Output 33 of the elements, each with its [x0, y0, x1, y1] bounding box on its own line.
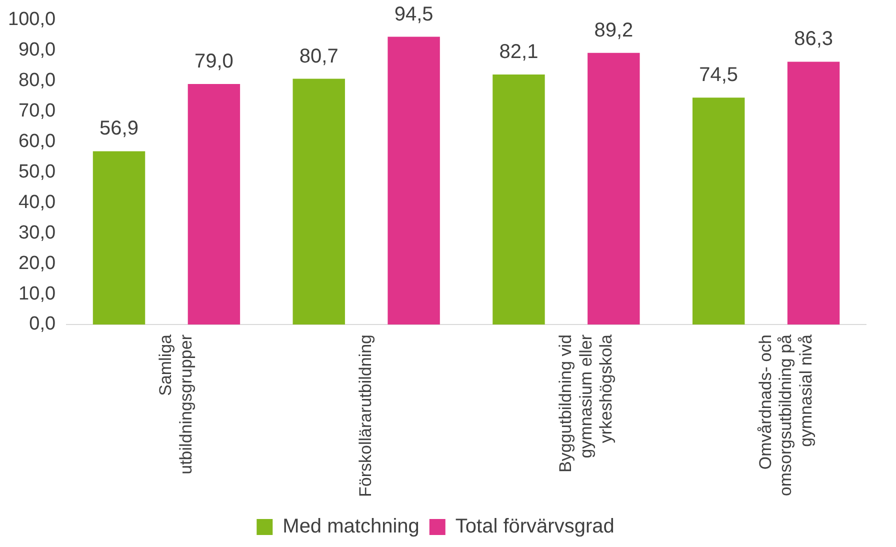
- bar: [492, 74, 545, 324]
- bar: [388, 36, 440, 324]
- y-tick-label: 50,0: [18, 161, 56, 182]
- data-label: 74,5: [699, 64, 738, 86]
- data-label: 56,9: [100, 118, 138, 140]
- y-tick-label: 90,0: [18, 40, 56, 61]
- y-tick-label: 60,0: [18, 131, 56, 152]
- y-tick-label: 0,0: [29, 314, 56, 335]
- y-tick-label: 20,0: [18, 252, 56, 274]
- bar: [292, 78, 345, 324]
- data-label: 82,1: [499, 41, 538, 64]
- legend-label: Med matchning: [282, 516, 420, 538]
- x-tick-label: Förskollärarutbildning: [356, 334, 376, 498]
- x-tick-label: Omvårdnads- och omsorgsutbildning på gymnasial nivå: [756, 334, 816, 496]
- y-tick-label: 40,0: [18, 192, 56, 213]
- y-tick-label: 100,0: [8, 9, 56, 30]
- bar: [188, 84, 240, 324]
- data-label: 86,3: [794, 28, 834, 50]
- data-label: 94,5: [394, 3, 434, 26]
- bar: [787, 62, 840, 324]
- legend-label: Total förvärvsgrad: [455, 516, 614, 538]
- data-label: 80,7: [299, 45, 338, 68]
- data-label: 79,0: [194, 50, 234, 72]
- x-tick-label: Samliga utbildningsgrupper: [156, 334, 196, 474]
- y-tick-label: 70,0: [18, 100, 56, 122]
- bar: [588, 52, 640, 324]
- x-tick-label: Byggutbildning vid gymnasium eller yrkeshögskola: [556, 334, 616, 472]
- data-label: 89,2: [594, 19, 634, 42]
- bar: [92, 151, 146, 324]
- y-tick-label: 30,0: [18, 222, 56, 244]
- bar: [692, 98, 745, 324]
- y-tick-label: 80,0: [18, 70, 56, 92]
- y-tick-label: 10,0: [18, 283, 56, 304]
